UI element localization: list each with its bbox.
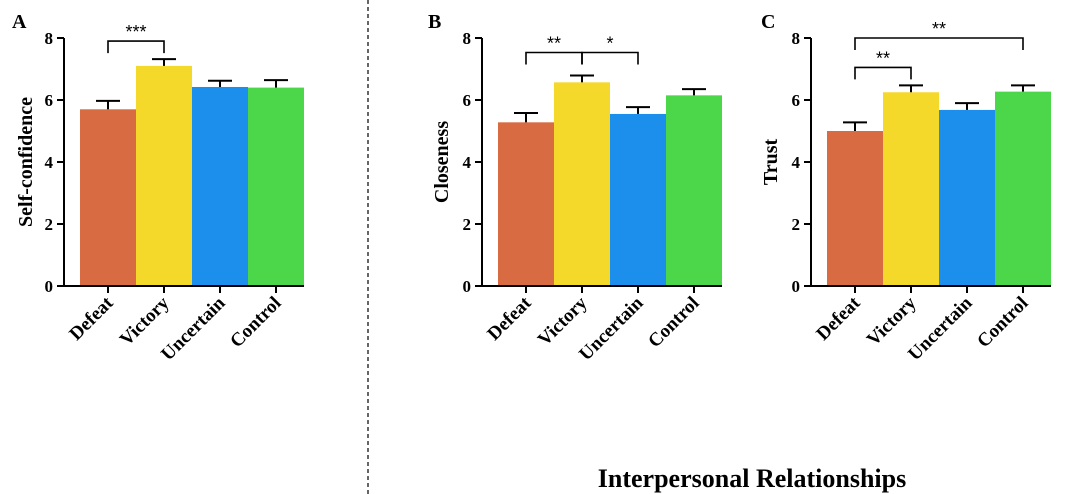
panel-letter: B xyxy=(428,11,441,33)
y-tick-label: 2 xyxy=(792,215,801,234)
bar-uncertain xyxy=(192,86,248,286)
y-tick-label: 8 xyxy=(463,29,472,48)
bar-victory xyxy=(554,82,610,286)
chart-panel-c: CTrust02468DefeatVictoryUncertainControl… xyxy=(760,11,1051,365)
x-tick-label: Defeat xyxy=(812,292,865,345)
y-tick-label: 2 xyxy=(45,215,54,234)
significance-label: ** xyxy=(932,19,946,39)
panels-group: ASelf-confidence02468DefeatVictoryUncert… xyxy=(12,11,1051,365)
y-tick-label: 4 xyxy=(792,153,801,172)
significance-label: * xyxy=(606,34,613,54)
panel-letter: C xyxy=(761,11,775,33)
y-tick-label: 2 xyxy=(463,215,472,234)
bar-defeat xyxy=(827,131,883,286)
x-tick-label: Control xyxy=(973,293,1032,352)
bar-victory xyxy=(883,92,939,286)
y-tick-label: 0 xyxy=(463,277,472,296)
x-tick-label: Defeat xyxy=(483,292,536,345)
y-axis-label: Self-confidence xyxy=(15,97,37,227)
y-tick-label: 0 xyxy=(792,277,801,296)
x-tick-label: Control xyxy=(644,293,703,352)
bar-uncertain xyxy=(939,109,995,286)
significance-bracket xyxy=(525,51,583,65)
bar-control xyxy=(248,87,304,286)
bar-defeat xyxy=(498,122,554,286)
y-tick-label: 8 xyxy=(45,29,54,48)
y-tick-label: 6 xyxy=(463,91,472,110)
y-tick-label: 6 xyxy=(792,91,801,110)
bar-control xyxy=(666,95,722,286)
significance-bracket xyxy=(107,40,165,54)
panel-letter: A xyxy=(12,11,27,33)
y-tick-label: 4 xyxy=(463,153,472,172)
significance-label: *** xyxy=(125,22,146,42)
bar-victory xyxy=(136,65,192,287)
significance-bracket xyxy=(581,51,639,65)
bar-defeat xyxy=(80,109,136,286)
y-tick-label: 8 xyxy=(792,29,801,48)
y-tick-label: 6 xyxy=(45,91,54,110)
significance-label: ** xyxy=(876,48,890,68)
chart-panel-a: ASelf-confidence02468DefeatVictoryUncert… xyxy=(12,11,304,365)
chart-panel-b: BCloseness02468DefeatVictoryUncertainCon… xyxy=(428,11,722,365)
x-tick-label: Control xyxy=(226,293,285,352)
bar-control xyxy=(995,91,1051,286)
y-tick-label: 4 xyxy=(45,153,54,172)
significance-bracket xyxy=(854,37,1024,50)
y-axis-label: Closeness xyxy=(431,121,453,203)
x-tick-label: Defeat xyxy=(65,292,118,345)
bar-uncertain xyxy=(610,113,666,286)
significance-bracket xyxy=(854,66,912,80)
y-tick-label: 0 xyxy=(45,277,54,296)
figure-footer-title: Interpersonal Relationships xyxy=(598,464,906,493)
significance-label: ** xyxy=(547,34,561,54)
y-axis-label: Trust xyxy=(760,139,782,186)
